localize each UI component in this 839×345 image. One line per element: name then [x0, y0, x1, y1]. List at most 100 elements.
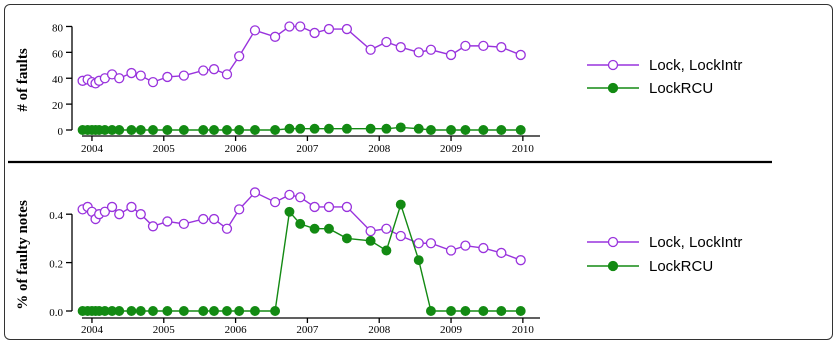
lock-data-point [515, 255, 526, 266]
lock-data-point [478, 40, 489, 52]
x-tick-label: 2006 [225, 324, 248, 336]
lock-data-point [249, 187, 261, 198]
x-tick-label: 2006 [225, 143, 248, 155]
x-tick-label: 2007 [296, 143, 319, 155]
lock-data-point [147, 221, 159, 232]
y-tick-label: 80 [52, 22, 64, 34]
lockrcu-data-point [515, 125, 526, 135]
x-tick-label: 2009 [440, 143, 463, 155]
lockrcu-data-point [148, 306, 158, 316]
lockrcu-data-point [478, 306, 489, 316]
lockrcu-data-point [460, 306, 471, 316]
lockrcu-data-point [250, 125, 260, 135]
lock-data-point [269, 196, 281, 208]
lock-data-point [496, 247, 507, 259]
lock-data-point [234, 51, 245, 62]
lock-data-point [445, 245, 457, 256]
lockrcu-data-point [148, 125, 158, 135]
lock-data-point [178, 70, 190, 81]
lockrcu-data-point [381, 123, 392, 134]
lock-data-point [99, 206, 111, 217]
lockrcu-data-point [284, 123, 295, 134]
lockrcu-data-point [309, 123, 320, 134]
lockrcu-data-point [446, 125, 456, 135]
lockrcu-data-point [198, 125, 209, 135]
lockrcu-data-point [425, 306, 436, 316]
x-tick-label: 2007 [296, 324, 319, 336]
lock-data-point [162, 71, 173, 83]
lock-data-point [135, 209, 146, 220]
lock-data-point [106, 201, 118, 213]
lock-data-point [284, 189, 295, 200]
lockrcu-data-point [341, 233, 352, 244]
lock-data-point [208, 64, 220, 75]
chart-panel-2: 0.0 0.2 0.4 % of faulty notes 2004 2005 2006 20… [15, 187, 742, 336]
lock-data-point [425, 44, 437, 55]
lockrcu-data-point [234, 125, 245, 135]
lockrcu-data-point [295, 218, 306, 229]
lock-data-point [114, 209, 125, 220]
lockrcu-data-point [496, 306, 507, 316]
lockrcu-data-point [365, 235, 376, 246]
lockrcu-data-point [395, 199, 406, 210]
lockrcu-data-point [324, 223, 334, 234]
lock-data-point [445, 49, 457, 61]
lock-data-point [284, 21, 295, 32]
lockrcu-data-point [413, 123, 424, 134]
lock-data-point [269, 31, 281, 42]
lock-data-point [323, 23, 335, 35]
lockrcu-data-point [126, 125, 137, 135]
lockrcu-data-point [135, 125, 146, 135]
lockrcu-data-point [162, 125, 173, 135]
y-tick-label: 0.0 [49, 307, 63, 319]
lockrcu-data-point [381, 245, 392, 256]
lockrcu-data-point [446, 306, 456, 316]
lockrcu-data-point [250, 306, 260, 316]
lock-data-point [309, 27, 320, 39]
lockrcu-data-point [209, 125, 219, 135]
y-tick-label: 40 [52, 74, 64, 86]
x-tick-label: 2005 [153, 324, 176, 336]
x-tick-label: 2010 [512, 143, 535, 155]
lockrcu-data-point [460, 125, 471, 135]
legend-marker [607, 236, 619, 248]
figure-frame [4, 4, 833, 340]
lock-data-point [341, 201, 353, 213]
lock-data-point [365, 44, 376, 55]
lockrcu-data-point [284, 206, 295, 217]
lock-data-point [249, 25, 261, 36]
lock-data-point [198, 213, 209, 225]
lockrcu-data-point [478, 125, 489, 135]
x-tick-label: 2008 [368, 324, 391, 336]
lockrcu-data-point [222, 125, 232, 135]
lock-data-point [126, 67, 137, 79]
x-tick-label: 2010 [512, 324, 535, 336]
lock-data-point [496, 42, 507, 53]
x-tick-label: 2008 [368, 143, 391, 155]
lock-data-point [208, 213, 220, 225]
legend-label: LockRCU [649, 258, 713, 275]
lock-data-point [162, 216, 173, 227]
y-tick-label: 20 [52, 100, 64, 112]
lockrcu-data-point [234, 306, 245, 316]
lockrcu-data-point [515, 306, 526, 316]
lockrcu-data-point [295, 123, 306, 134]
lockrcu-data-point [162, 306, 173, 316]
lockrcu-data-point [395, 122, 406, 133]
lockrcu-data-point [222, 306, 232, 316]
chart-panel-1: 0 20 40 60 80 # of faults 2004 2005 2006 2007 2008… [15, 21, 742, 155]
y-tick-label: 60 [52, 48, 64, 60]
lock-data-point [114, 73, 125, 84]
legend-label: Lock, LockIntr [649, 57, 742, 74]
lock-data-point [478, 242, 489, 254]
lock-data-point [381, 223, 392, 234]
y-axis-label: # of faults [15, 48, 31, 111]
lock-data-point [395, 230, 406, 242]
lockrcu-data-point [413, 255, 424, 266]
legend-marker [607, 260, 619, 272]
lock-data-point [221, 69, 233, 80]
lock-data-point [323, 201, 335, 213]
lock-data-point [221, 223, 233, 234]
legend-label: Lock, LockIntr [649, 234, 742, 251]
lockrcu-data-point [209, 306, 219, 316]
